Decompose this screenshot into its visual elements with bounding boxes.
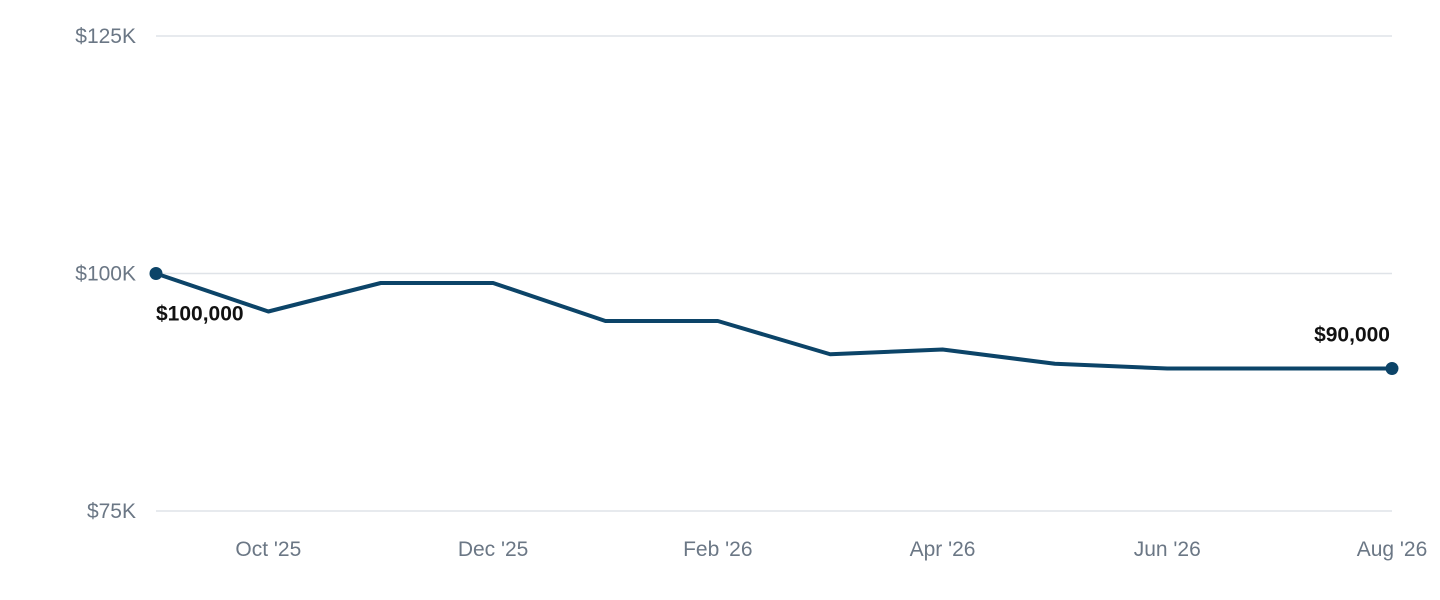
- x-tick-label: Jun '26: [1134, 538, 1201, 561]
- grid-layer: [156, 35, 1392, 512]
- endpoint-marker: [1385, 362, 1399, 375]
- x-tick-label: Aug '26: [1357, 538, 1428, 561]
- y-tick-label: $100K: [75, 263, 136, 286]
- annotation-layer: $100,000 $90,000: [149, 267, 1399, 375]
- x-tick-label: Apr '26: [910, 538, 976, 561]
- x-tick-label: Oct '25: [235, 538, 301, 561]
- series-layer: [154, 271, 1394, 371]
- x-tick-label: Dec '25: [458, 538, 529, 561]
- y-tick-label: $125K: [75, 25, 136, 48]
- x-tick-label: Feb '26: [683, 538, 752, 561]
- x-axis-ticks: Oct '25 Dec '25 Feb '26 Apr '26 Jun '26 Aug '…: [235, 538, 1427, 561]
- series-line: [154, 271, 1394, 371]
- endpoint-value-label: $90,000: [1314, 324, 1390, 347]
- y-tick-label: $75K: [87, 500, 136, 523]
- endpoint-marker: [149, 267, 163, 280]
- endpoint-value-label: $100,000: [156, 303, 244, 326]
- y-axis-ticks: $75K $100K $125K: [75, 25, 136, 523]
